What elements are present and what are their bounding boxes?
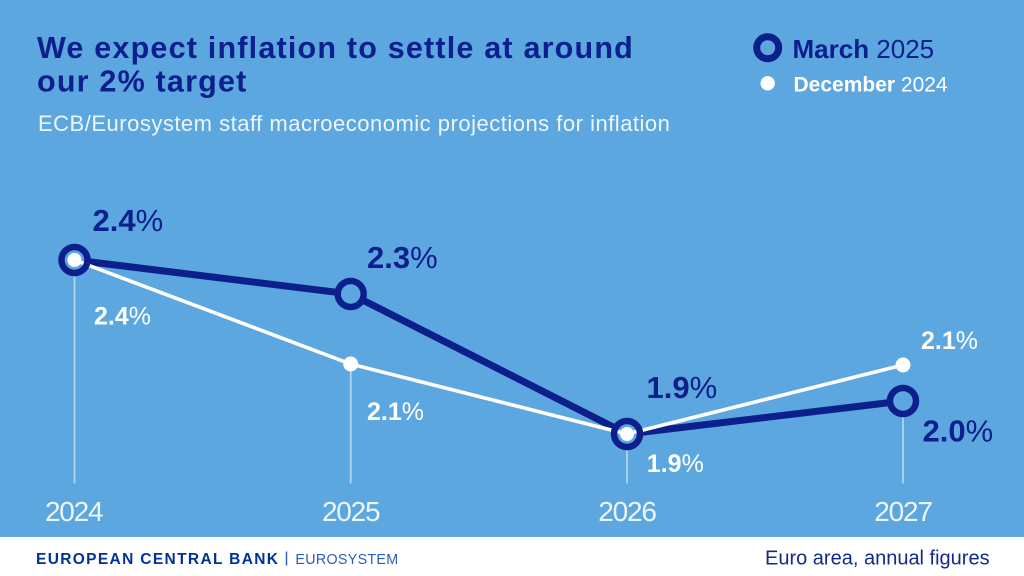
svg-text:EUROSYSTEM: EUROSYSTEM [295, 552, 398, 568]
svg-text:1.9%: 1.9% [647, 450, 704, 478]
svg-text:2.4%: 2.4% [94, 303, 151, 331]
svg-text:December 2024: December 2024 [794, 74, 948, 97]
svg-text:2.3%: 2.3% [367, 240, 438, 275]
svg-text:2026: 2026 [598, 496, 656, 527]
svg-text:We expect inflation to settle: We expect inflation to settle at around [37, 31, 634, 65]
svg-text:Euro area, annual figures: Euro area, annual figures [765, 547, 990, 569]
svg-text:2025: 2025 [322, 496, 380, 527]
svg-text:ECB/Eurosystem staff macroecon: ECB/Eurosystem staff macroeconomic proje… [38, 111, 670, 136]
svg-text:our 2% target: our 2% target [37, 65, 248, 99]
svg-text:2.0%: 2.0% [923, 414, 994, 449]
svg-text:2.4%: 2.4% [93, 203, 164, 238]
svg-text:2.1%: 2.1% [367, 398, 424, 426]
svg-text:March 2025: March 2025 [793, 34, 935, 64]
svg-text:EUROPEAN CENTRAL BANK: EUROPEAN CENTRAL BANK [36, 551, 279, 568]
svg-text:2.1%: 2.1% [921, 327, 978, 355]
svg-text:2027: 2027 [874, 496, 932, 527]
svg-text:2024: 2024 [45, 496, 103, 527]
svg-text:1.9%: 1.9% [647, 370, 718, 405]
